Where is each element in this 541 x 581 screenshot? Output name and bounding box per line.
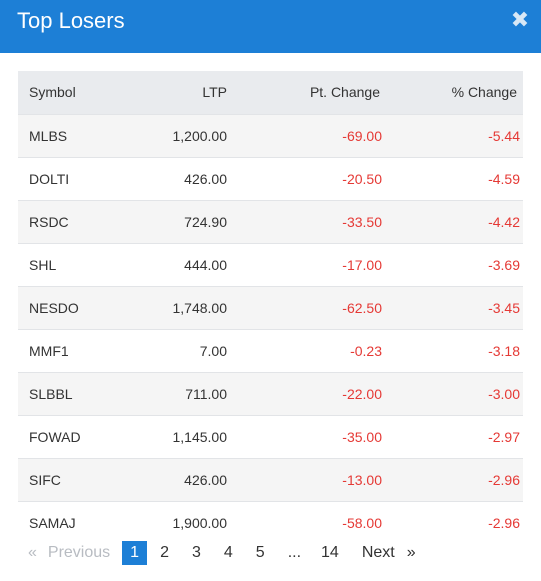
pagination-ellipsis: ... [287, 544, 302, 561]
cell-ltp: 1,200.00 [172, 127, 228, 144]
cell-symbol[interactable]: MLBS [29, 127, 68, 144]
cell-pct-change: -4.42 [488, 213, 520, 230]
cell-symbol[interactable]: SAMAJ [29, 514, 76, 531]
page-button-4[interactable]: 4 [223, 544, 233, 561]
table-row[interactable]: SAMAJ 1,900.00 -58.00 -2.96 [18, 501, 523, 544]
table-row[interactable]: DOLTI 426.00 -20.50 -4.59 [18, 157, 523, 200]
cell-pt-change: -13.00 [342, 471, 382, 488]
losers-table: Symbol LTP Pt. Change % Change MLBS 1,200… [18, 71, 523, 544]
cell-pct-change: -3.00 [488, 385, 520, 402]
cell-pct-change: -4.59 [488, 170, 520, 187]
table-row[interactable]: SLBBL 711.00 -22.00 -3.00 [18, 372, 523, 415]
cell-pt-change: -0.23 [350, 342, 382, 359]
previous-button: Previous [47, 544, 111, 561]
page-button-3[interactable]: 3 [191, 544, 201, 561]
cell-ltp: 711.00 [185, 385, 227, 402]
cell-pt-change: -17.00 [342, 256, 382, 273]
cell-pt-change: -35.00 [342, 428, 382, 445]
column-header-ltp[interactable]: LTP [202, 84, 227, 101]
cell-pct-change: -5.44 [488, 127, 520, 144]
page-button-5[interactable]: 5 [255, 544, 265, 561]
column-header-pt-change[interactable]: Pt. Change [309, 84, 380, 101]
cell-symbol[interactable]: MMF1 [29, 342, 69, 359]
column-header-pct-change[interactable]: % Change [451, 84, 517, 101]
cell-pt-change: -58.00 [342, 514, 382, 531]
cell-pct-change: -2.97 [488, 428, 520, 445]
column-header-symbol[interactable]: Symbol [29, 84, 76, 101]
page-button-1[interactable]: 1 [122, 541, 148, 565]
next-arrow-icon[interactable]: » [406, 544, 416, 561]
cell-symbol[interactable]: SLBBL [29, 385, 73, 402]
cell-pct-change: -3.69 [488, 256, 520, 273]
cell-symbol[interactable]: DOLTI [29, 170, 70, 187]
cell-symbol[interactable]: NESDO [29, 299, 79, 316]
cell-ltp: 1,900.00 [172, 514, 228, 531]
cell-pct-change: -2.96 [488, 514, 520, 531]
table-row[interactable]: NESDO 1,748.00 -62.50 -3.45 [18, 286, 523, 329]
close-icon[interactable]: ✖ [510, 7, 530, 32]
dialog-header: Top Losers ✖ [0, 0, 541, 53]
cell-pct-change: -2.96 [488, 471, 520, 488]
table-row[interactable]: MLBS 1,200.00 -69.00 -5.44 [18, 114, 523, 157]
cell-pt-change: -69.00 [342, 127, 382, 144]
previous-arrow-icon: « [28, 544, 37, 561]
cell-pct-change: -3.45 [488, 299, 520, 316]
table-body: MLBS 1,200.00 -69.00 -5.44 DOLTI 426.00 -20.50… [18, 114, 523, 544]
table-row[interactable]: SHL 444.00 -17.00 -3.69 [18, 243, 523, 286]
table-row[interactable]: MMF1 7.00 -0.23 -3.18 [18, 329, 523, 372]
cell-ltp: 1,145.00 [172, 428, 228, 445]
cell-symbol[interactable]: FOWAD [29, 428, 81, 445]
cell-pt-change: -22.00 [342, 385, 382, 402]
pagination: « Previous 1 2 3 4 5 ... 14 Next » [18, 541, 416, 565]
page-button-14[interactable]: 14 [321, 544, 339, 561]
cell-ltp: 1,748.00 [172, 299, 228, 316]
table-row[interactable]: SIFC 426.00 -13.00 -2.96 [18, 458, 523, 501]
cell-pt-change: -33.50 [342, 213, 382, 230]
cell-ltp: 7.00 [199, 342, 227, 359]
cell-symbol[interactable]: SIFC [29, 471, 61, 488]
table-row[interactable]: FOWAD 1,145.00 -35.00 -2.97 [18, 415, 523, 458]
next-button[interactable]: Next [361, 544, 395, 561]
cell-ltp: 724.90 [184, 213, 227, 230]
cell-symbol[interactable]: RSDC [29, 213, 69, 230]
cell-pt-change: -20.50 [342, 170, 382, 187]
cell-symbol[interactable]: SHL [29, 256, 57, 273]
cell-pct-change: -3.18 [488, 342, 520, 359]
table-header-row: Symbol LTP Pt. Change % Change [18, 71, 523, 114]
cell-ltp: 444.00 [184, 256, 227, 273]
page-button-2[interactable]: 2 [160, 544, 169, 561]
dialog-title: Top Losers [17, 8, 125, 33]
cell-pt-change: -62.50 [342, 299, 382, 316]
losers-table-container: Symbol LTP Pt. Change % Change MLBS 1,200… [18, 71, 523, 544]
table-row[interactable]: RSDC 724.90 -33.50 -4.42 [18, 200, 523, 243]
cell-ltp: 426.00 [184, 471, 227, 488]
cell-ltp: 426.00 [184, 170, 227, 187]
